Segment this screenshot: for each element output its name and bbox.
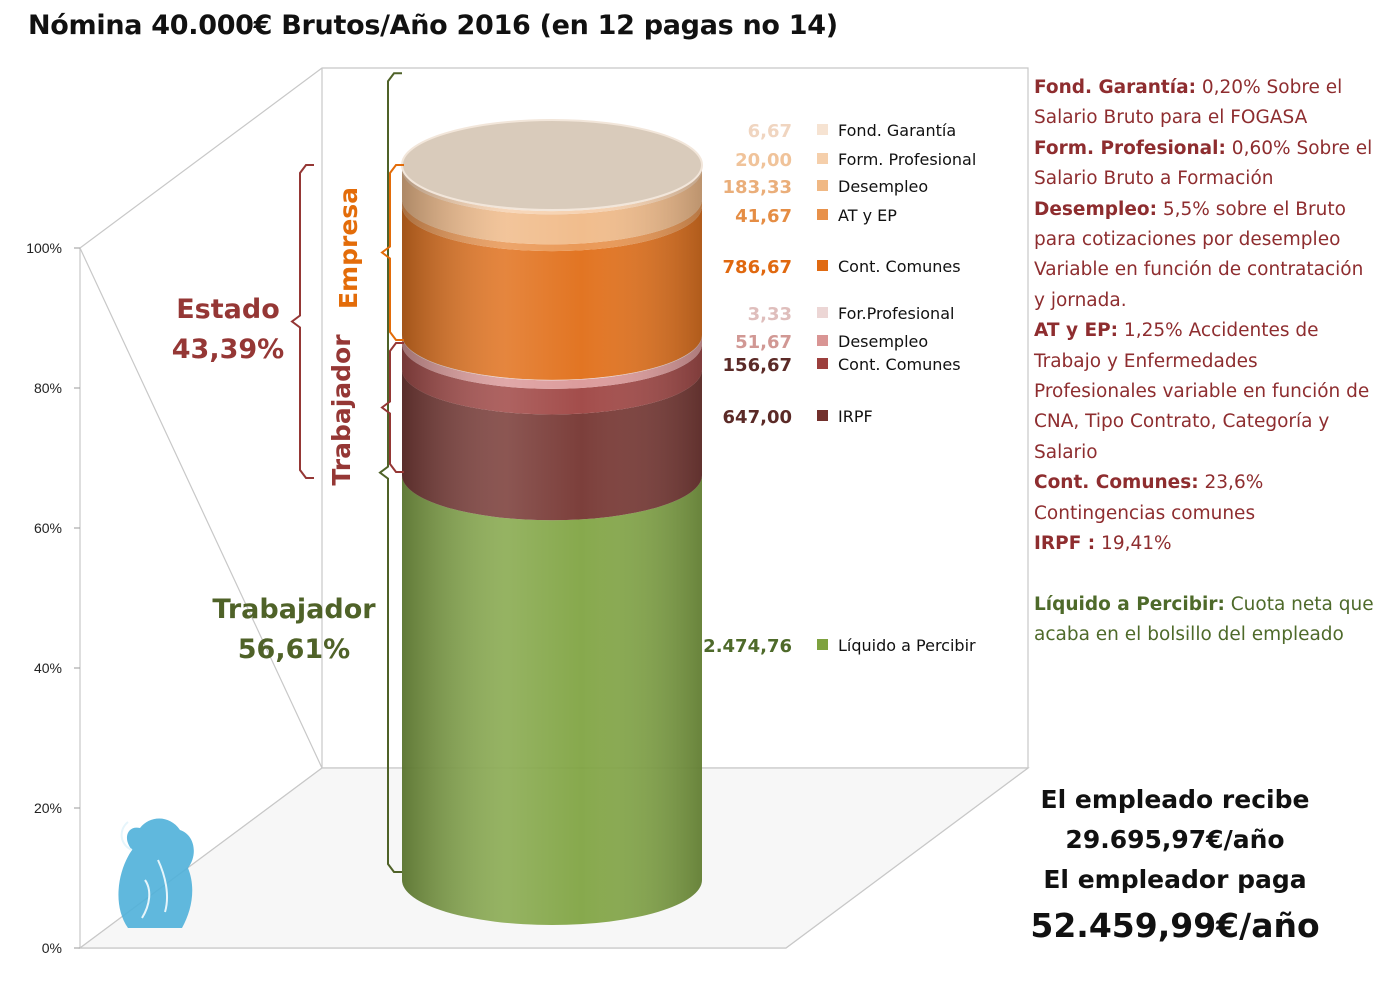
group-label-empresa: Empresa — [334, 187, 363, 309]
note-text: 0,20% Sobre el Salario Bruto para el FOG… — [1034, 77, 1343, 129]
summary-employer-amount: 52.459,99€/año — [1030, 906, 1320, 945]
note-text: 23,6% Contingencias comunes — [1034, 472, 1264, 524]
note-term: Form. Profesional: — [1034, 137, 1226, 159]
legend-swatch — [817, 209, 828, 220]
griffin-detail — [120, 821, 168, 919]
note-item: IRPF : 19,41% — [1034, 529, 1379, 559]
legend-label: IRPF — [838, 407, 873, 426]
legend-value: 183,33 — [723, 177, 792, 198]
y-tick-label: 80% — [34, 380, 62, 396]
y-tick-label: 0% — [42, 940, 62, 956]
y-tick-label: 60% — [34, 520, 62, 536]
chart-title: Nómina 40.000€ Brutos/Año 2016 (en 12 pa… — [28, 10, 838, 41]
legend: 2.474,76 Líquido a Percibir 647,00 IRPF 156,… — [703, 121, 976, 657]
note-term: Desempleo: — [1034, 198, 1157, 220]
legend-label: For.Profesional — [838, 304, 954, 323]
note-text: 19,41% — [1095, 533, 1172, 555]
y-tick-label: 100% — [26, 240, 62, 256]
note-text: 1,25% Accidentes de Trabajo y Enfermedad… — [1034, 320, 1370, 463]
bracket-trabajador-sub — [380, 342, 404, 473]
legend-swatch — [817, 358, 828, 369]
note-item: AT y EP: 1,25% Accidentes de Trabajo y E… — [1034, 316, 1379, 468]
legend-label: Líquido a Percibir — [838, 636, 976, 655]
legend-label: Fond. Garantía — [838, 121, 956, 140]
legend-value: 3,33 — [748, 304, 792, 325]
y-tick-label: 40% — [34, 660, 62, 676]
legend-swatch — [817, 153, 828, 164]
note-term: IRPF : — [1034, 533, 1096, 555]
griffin-body — [118, 818, 194, 928]
legend-label: Cont. Comunes — [838, 355, 961, 374]
griffin-logo — [118, 818, 194, 928]
legend-swatch — [817, 335, 828, 346]
group-label-estado: Estado — [176, 294, 280, 325]
legend-swatch — [817, 260, 828, 271]
group-label-trabajador-sub: Trabajador — [327, 334, 356, 486]
legend-swatch — [817, 410, 828, 421]
note-item: Fond. Garantía: 0,20% Sobre el Salario B… — [1034, 73, 1379, 134]
group-pct-trabajador: 56,61% — [238, 634, 350, 665]
legend-value: 6,67 — [748, 121, 792, 142]
note-item: Form. Profesional: 0,60% Sobre el Salari… — [1034, 134, 1379, 195]
legend-value: 786,67 — [723, 257, 792, 278]
notes-panel: Fond. Garantía: 0,20% Sobre el Salario B… — [1034, 73, 1379, 650]
bracket-empresa — [380, 164, 404, 341]
summary-employer-label: El empleador paga — [1043, 865, 1307, 894]
cylinder-top — [401, 119, 703, 211]
legend-label: Cont. Comunes — [838, 257, 961, 276]
summary-employee-amount: 29.695,97€/año — [1065, 825, 1285, 854]
legend-value: 20,00 — [735, 150, 792, 171]
legend-swatch — [817, 639, 828, 650]
back-wall — [79, 67, 1029, 769]
legend-value: 2.474,76 — [703, 636, 792, 657]
group-pct-estado: 43,39% — [172, 334, 284, 365]
legend-label: Desempleo — [838, 177, 928, 196]
legend-swatch — [817, 124, 828, 135]
legend-label: AT y EP — [838, 206, 897, 225]
note-item: Cont. Comunes: 23,6% Contingencias comun… — [1034, 468, 1379, 529]
cylinder-shading — [402, 165, 702, 925]
legend-value: 41,67 — [735, 206, 792, 227]
group-brackets: Estado 43,39% Trabajador 56,61% Empresa Traba… — [172, 72, 404, 873]
note-text: 5,5% sobre el Bruto para cotizaciones po… — [1034, 198, 1364, 311]
y-tick-label: 20% — [34, 800, 62, 816]
bracket-trabajador-main — [378, 72, 402, 873]
legend-value: 156,67 — [723, 355, 792, 376]
cylinder-bar — [401, 119, 703, 925]
note-text: 0,60% Sobre el Salario Bruto a Formación — [1034, 137, 1373, 190]
liquido-term: Líquido a Percibir: — [1034, 593, 1225, 615]
bracket-estado — [290, 164, 314, 479]
y-axis-ticks: 0% 20% 40% 60% 80% 100% — [26, 240, 80, 956]
liquido-note: Líquido a Percibir: Cuota neta que acaba… — [1034, 590, 1379, 651]
note-term: Cont. Comunes: — [1034, 472, 1199, 494]
note-term: AT y EP: — [1034, 320, 1119, 342]
liquido-text: Cuota neta que acaba en el bolsillo del … — [1034, 593, 1374, 645]
legend-value: 647,00 — [723, 407, 792, 428]
summary-box: El empleado recibe 29.695,97€/año El emp… — [1000, 780, 1350, 952]
note-term: Fond. Garantía: — [1034, 77, 1196, 98]
legend-value: 51,67 — [735, 332, 792, 353]
legend-swatch — [817, 307, 828, 318]
group-label-trabajador: Trabajador — [212, 594, 376, 625]
legend-label: Desempleo — [838, 332, 928, 351]
summary-employee-label: El empleado recibe — [1040, 785, 1310, 814]
legend-label: Form. Profesional — [838, 150, 976, 169]
legend-swatch — [817, 180, 828, 191]
note-item: Desempleo: 5,5% sobre el Bruto para coti… — [1034, 195, 1379, 317]
